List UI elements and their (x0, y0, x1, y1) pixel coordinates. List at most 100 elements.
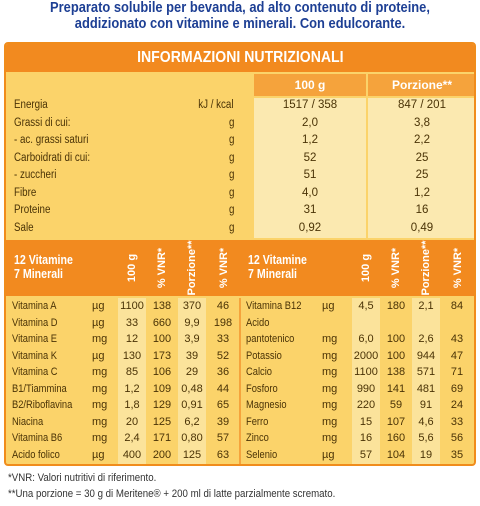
vitamin-value-100g: 990 (356, 382, 376, 395)
nutrient-label: Carboidrati di cui: (14, 151, 91, 164)
vitamin-value-100g: 57 (359, 448, 373, 461)
footnote-portion: **Una porzione = 30 g di Meritene® + 200… (8, 488, 336, 500)
nutrient-value-portion: 16 (415, 204, 429, 216)
vitamins-header: 12 Vitamine 7 Minerali 100 g % VNR* Porz… (6, 240, 474, 296)
vitamin-name: Ferro (246, 415, 269, 428)
vitamin-value-100g: 1100 (354, 366, 378, 378)
vitamin-vnr-100g: 138 (152, 300, 172, 312)
nutrient-label: Fibre (14, 186, 37, 199)
vitamin-row-right: Ferro mg 15 107 4,6 33 (6, 414, 474, 430)
vitamin-vnr-portion: 43 (450, 333, 464, 345)
vitamin-value-portion: 125 (182, 448, 202, 461)
vitamin-value-100g: 6,0 (358, 333, 374, 345)
vit-col-vnr-left: % VNR* (156, 247, 168, 289)
vitamin-vnr-100g: 107 (386, 415, 406, 428)
vitamin-row-left: Vitamina E mg 12 100 3,9 33 (6, 331, 474, 347)
vitamin-name: Zinco (246, 432, 269, 444)
nutrient-value-100g: 4,0 (302, 186, 318, 199)
vitamin-row-left: Vitamina A µg 1100 138 370 46 (6, 298, 474, 314)
vitamin-value-portion: 19 (419, 448, 433, 461)
nutrition-title-bar: INFORMAZIONI NUTRIZIONALI (6, 44, 474, 72)
vitamin-name: Acido (246, 316, 270, 329)
vit-col-vnr-right: % VNR* (390, 247, 402, 289)
nutrient-row: Grassi di cui: g 2,0 3,8 (6, 116, 474, 131)
column-header-portion: Porzione** (368, 74, 474, 96)
vitamin-vnr-100g: 200 (152, 448, 172, 461)
nutrient-value-portion: 847 / 201 (398, 99, 446, 111)
nutrient-row: Proteine g 31 16 (6, 203, 474, 218)
vit-col-vnr2-right: % VNR* (452, 247, 464, 289)
vitamin-value-portion: 3,9 (184, 333, 200, 345)
vitamin-vnr-100g: 160 (386, 432, 406, 444)
vitamin-vnr-portion: 24 (450, 399, 464, 411)
column-shade-portion (368, 98, 474, 238)
vitamin-unit: mg (92, 432, 108, 444)
vitamin-value-100g: 85 (125, 366, 139, 378)
vitamin-row-left: Acido folico µg 400 200 125 63 (6, 447, 474, 463)
nutrient-value-portion: 25 (415, 169, 429, 181)
vitamin-row-left: B1/Tiammina mg 1,2 109 0,48 44 (6, 381, 474, 397)
vitamin-row-right: Selenio µg 57 104 19 35 (6, 447, 474, 463)
vit-col-100g-left: 100 g (126, 253, 138, 283)
vitamin-vnr-100g: 141 (386, 382, 406, 395)
vitamin-vnr-100g: 104 (386, 448, 406, 461)
vitamin-value-portion: 944 (416, 349, 436, 362)
vitamin-vnr-100g: 125 (152, 415, 172, 428)
vitamin-row-left: Niacina mg 20 125 6,2 39 (6, 414, 474, 430)
vitamin-unit: mg (322, 399, 338, 411)
shade-l1 (118, 298, 146, 464)
nutrient-value-portion: 25 (415, 151, 429, 164)
vitamin-value-100g: 220 (356, 399, 376, 411)
nutrient-value-100g: 2,0 (302, 116, 318, 129)
vitamin-value-portion: 0,91 (181, 399, 203, 411)
vitamin-value-100g: 4,5 (358, 300, 374, 312)
vit-col-portion-left: Porzione** (186, 240, 198, 296)
nutrient-value-100g: 51 (303, 169, 317, 181)
column-header-100g: 100 g (254, 74, 366, 96)
vitamin-value-portion: 29 (185, 366, 199, 378)
vitamin-name: Acido folico (12, 448, 60, 461)
vitamin-value-portion: 370 (182, 300, 202, 312)
vitamin-value-portion: 0,48 (181, 382, 203, 395)
vitamin-vnr-portion: 39 (216, 415, 230, 428)
nutrient-unit: kJ / kcal (198, 99, 234, 111)
vit-col-portion-right: Porzione** (420, 240, 432, 296)
vitamin-row-right: Vitamina B12 µg 4,5 180 2,1 84 (6, 298, 474, 314)
product-description: Preparato solubile per bevanda, ad alto … (0, 0, 480, 38)
nutrient-unit: g (228, 186, 234, 199)
vitamin-unit: mg (92, 366, 108, 378)
nutrient-unit: g (228, 221, 234, 234)
vitamin-name: Vitamina A (12, 300, 57, 312)
vitamin-value-100g: 16 (359, 432, 373, 444)
vitamin-vnr-portion: 65 (216, 399, 230, 411)
vitamin-value-portion: 0,80 (181, 432, 203, 444)
nutrient-label: Sale (14, 221, 34, 234)
vitamin-unit: µg (92, 300, 105, 312)
vitamin-vnr-100g: 59 (389, 399, 403, 411)
vitamin-vnr-100g: 129 (152, 399, 172, 411)
vit-col-vnr2-left: % VNR* (218, 247, 230, 289)
minerals-count-label-right: 7 Minerali (248, 267, 298, 281)
vitamin-value-portion: 91 (419, 399, 433, 411)
nutrient-value-100g: 1,2 (302, 134, 318, 146)
vitamin-unit: µg (322, 448, 335, 461)
vitamin-vnr-portion: 36 (216, 366, 230, 378)
vit-col-100g-right: 100 g (360, 253, 372, 283)
vitamin-row-right: Acido (6, 315, 474, 331)
vitamin-value-100g: 20 (125, 415, 139, 428)
nutrient-value-portion: 1,2 (414, 186, 430, 199)
vitamin-vnr-100g: 100 (386, 333, 406, 345)
vitamin-vnr-portion: 46 (216, 300, 230, 312)
vitamin-name: Vitamina K (12, 349, 58, 362)
nutrient-value-100g: 0,92 (298, 221, 322, 234)
vitamin-name: Potassio (246, 349, 282, 362)
nutrient-row: Energia kJ / kcal 1517 / 358 847 / 201 (6, 98, 474, 113)
nutrient-value-portion: 3,8 (414, 116, 430, 129)
vitamin-unit: µg (92, 448, 105, 461)
vitamin-unit: µg (322, 300, 335, 312)
vitamin-row-left: Vitamina D µg 33 660 9,9 198 (6, 315, 474, 331)
vitamin-vnr-portion: 52 (216, 349, 230, 362)
vitamin-row-right: Fosforo mg 990 141 481 69 (6, 381, 474, 397)
vitamin-value-portion: 5,6 (418, 432, 434, 444)
vitamin-unit: mg (322, 382, 338, 395)
